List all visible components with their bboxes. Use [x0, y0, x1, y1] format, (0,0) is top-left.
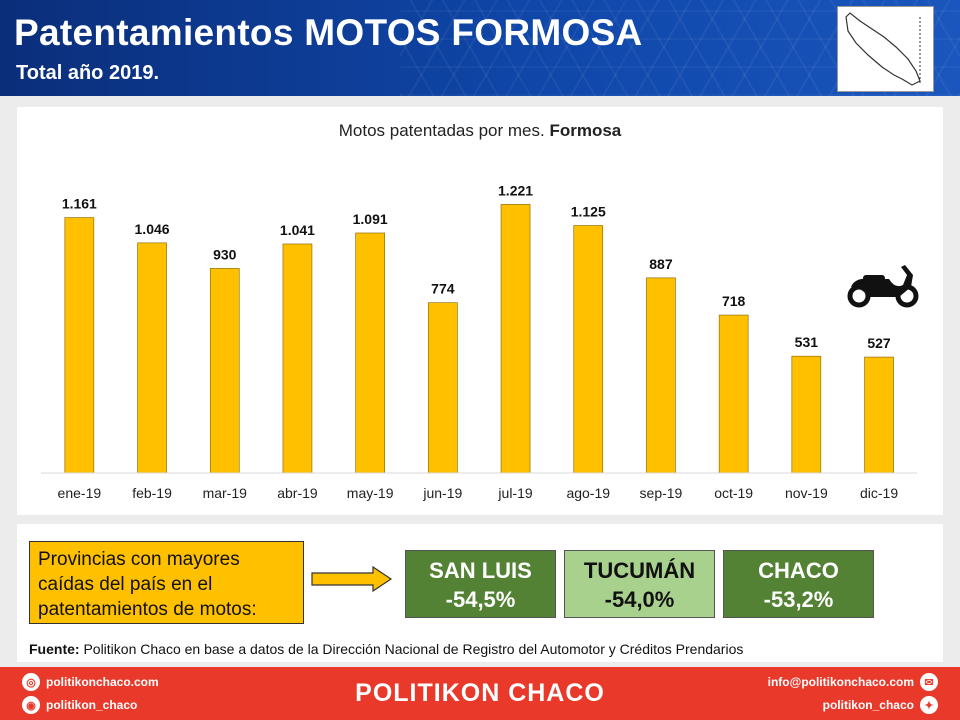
x-tick-label: ene-19	[58, 485, 102, 501]
bar-nov-19	[791, 355, 822, 474]
bar-feb-19	[137, 242, 167, 474]
stat-value: -54,0%	[604, 587, 675, 612]
province-map-icon	[837, 6, 934, 92]
chart-title: Motos patentadas por mes. Formosa	[338, 121, 622, 140]
bar-jun-19	[428, 302, 458, 474]
source-note: Fuente: Politikon Chaco en base a datos …	[29, 641, 744, 657]
data-label: 1.161	[62, 196, 97, 212]
x-tick-label: may-19	[347, 485, 394, 501]
data-label: 1.046	[135, 221, 170, 237]
x-tick-label: mar-19	[203, 485, 248, 501]
x-tick-label: ago-19	[566, 485, 610, 501]
data-label: 1.125	[571, 204, 606, 220]
arrow-right-icon	[311, 566, 393, 592]
bar-mar-19	[209, 268, 240, 474]
bar-dic-19	[864, 356, 894, 474]
email-icon: ✉	[920, 673, 938, 691]
provinces-note-line: caídas del país en el	[38, 574, 213, 595]
data-label: 531	[795, 334, 819, 350]
footer-email[interactable]: info@politikonchaco.com ✉	[768, 673, 938, 691]
page-title: Patentamientos MOTOS FORMOSA	[14, 12, 643, 53]
stat-chaco: CHACO -53,2%	[723, 550, 874, 618]
stat-name: TUCUMÁN	[583, 558, 696, 583]
x-tick-label: jul-19	[497, 485, 532, 501]
provinces-note-line: Provincias con mayores	[38, 549, 240, 570]
data-label: 1.221	[498, 182, 533, 198]
data-label: 527	[867, 335, 891, 351]
stat-value: -53,2%	[763, 587, 834, 612]
chart-card: Motos patentadas por mes. Formosa 1.161 e…	[17, 107, 943, 515]
stat-san-luis: SAN LUIS -54,5%	[405, 550, 556, 618]
footer: ◎ politikonchaco.com ◉ politikon_chaco P…	[0, 667, 960, 720]
x-tick-label: dic-19	[860, 485, 898, 501]
instagram-icon: ◉	[22, 696, 40, 714]
bar-abr-19	[282, 243, 313, 474]
provinces-note: Provincias con mayores caídas del país e…	[29, 541, 304, 624]
data-label: 1.091	[353, 211, 388, 227]
x-tick-label: sep-19	[640, 485, 683, 501]
x-tick-label: feb-19	[132, 485, 172, 501]
x-tick-label: oct-19	[714, 485, 753, 501]
provinces-note-line: patentamientos de motos:	[38, 599, 257, 620]
stat-tucuman: TUCUMÁN -54,0%	[564, 550, 715, 618]
stat-name: CHACO	[758, 558, 839, 583]
x-tick-label: abr-19	[277, 485, 318, 501]
stat-value: -54,5%	[445, 587, 516, 612]
page-subtitle: Total año 2019.	[16, 62, 160, 84]
bar-may-19	[355, 232, 385, 474]
header-banner: Patentamientos MOTOS FORMOSA Total año 2…	[0, 0, 960, 96]
footer-twitter[interactable]: politikon_chaco ✦	[823, 696, 938, 714]
bar-chart: 1.161 ene-19 1.046 feb-19 930 mar-19 1.041 abr-…	[41, 182, 919, 501]
x-tick-label: nov-19	[785, 485, 828, 501]
web-icon: ◎	[22, 673, 40, 691]
data-label: 930	[213, 246, 237, 262]
footer-web[interactable]: ◎ politikonchaco.com	[22, 673, 159, 691]
twitter-icon: ✦	[920, 696, 938, 714]
motorcycle-icon	[847, 265, 919, 308]
bar-ene-19	[64, 217, 95, 474]
bar-sep-19	[646, 277, 676, 474]
bar-jul-19	[500, 204, 531, 474]
data-label: 1.041	[280, 222, 315, 238]
data-label: 774	[431, 281, 455, 297]
info-card: Provincias con mayores caídas del país e…	[17, 524, 943, 662]
stat-name: SAN LUIS	[429, 558, 532, 583]
bar-ago-19	[573, 225, 604, 474]
data-label: 887	[649, 256, 673, 272]
footer-brand: POLITIKON CHACO	[355, 679, 605, 707]
footer-instagram[interactable]: ◉ politikon_chaco	[22, 696, 137, 714]
bar-oct-19	[718, 314, 749, 474]
x-tick-label: jun-19	[422, 485, 462, 501]
data-label: 718	[722, 293, 746, 309]
